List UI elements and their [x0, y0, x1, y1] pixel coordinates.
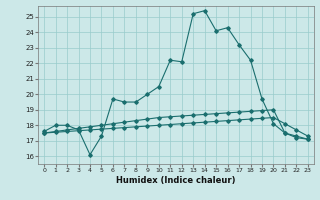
X-axis label: Humidex (Indice chaleur): Humidex (Indice chaleur) — [116, 176, 236, 185]
